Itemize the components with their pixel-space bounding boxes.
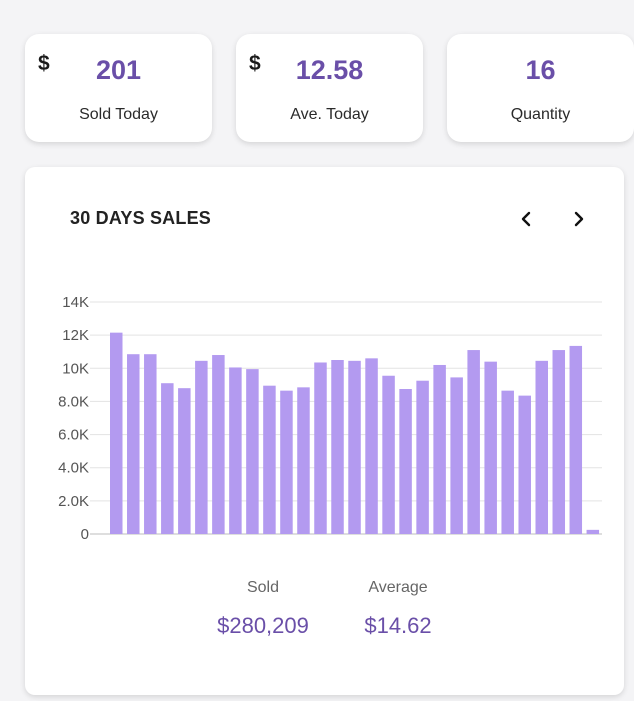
bar[interactable]	[501, 390, 514, 534]
bar[interactable]	[144, 354, 157, 534]
bar[interactable]	[263, 385, 276, 534]
sold-today-label: Sold Today	[79, 106, 158, 123]
dollar-sign-icon: $	[249, 52, 261, 75]
y-tick-label: 2.0K	[58, 493, 89, 510]
bar[interactable]	[399, 389, 412, 534]
bar[interactable]	[450, 377, 463, 534]
sold-value: $280,209	[217, 613, 309, 638]
average-today-value: 12.58	[295, 55, 364, 85]
bar[interactable]	[552, 350, 566, 534]
sold-label: Sold	[246, 579, 280, 596]
quantity-value: 16	[525, 55, 556, 85]
average-today-label: Ave. Today	[290, 106, 369, 123]
chevron-right-icon	[574, 211, 584, 227]
bar[interactable]	[314, 362, 327, 534]
bar[interactable]	[110, 332, 123, 534]
bar[interactable]	[586, 529, 600, 534]
bar[interactable]	[127, 354, 140, 534]
average-summary: Average $14.62	[348, 579, 448, 639]
stat-card-average-today: $ 12.58 Ave. Today	[236, 34, 423, 142]
bar[interactable]	[535, 360, 549, 534]
bar[interactable]	[178, 388, 191, 534]
y-tick-label: 6.0K	[58, 427, 89, 444]
chart-title: 30 DAYS SALES	[70, 208, 211, 228]
bar[interactable]	[569, 345, 583, 534]
bar[interactable]	[161, 383, 174, 534]
bar[interactable]	[518, 395, 531, 534]
sold-today-value: 201	[95, 55, 142, 85]
bar[interactable]	[280, 390, 293, 534]
stat-card-sold-today: $ 201 Sold Today	[25, 34, 212, 142]
quantity-label: Quantity	[510, 106, 571, 123]
bar[interactable]	[195, 360, 208, 534]
previous-period-button[interactable]	[512, 205, 540, 233]
bar[interactable]	[382, 375, 395, 534]
average-label: Average	[368, 579, 428, 596]
chevron-left-icon	[521, 211, 531, 227]
bar[interactable]	[348, 360, 361, 534]
average-value: $14.62	[364, 613, 432, 638]
dollar-sign-icon: $	[38, 52, 50, 75]
bar[interactable]	[246, 369, 259, 534]
sales-bar-chart: 0 2.0K 4.0K 6.0K 8.0K 10K 12K 14K	[58, 294, 602, 543]
bar[interactable]	[331, 360, 344, 534]
bar[interactable]	[484, 361, 497, 534]
bar[interactable]	[212, 355, 225, 534]
bar[interactable]	[297, 387, 310, 534]
sales-chart-card: 30 DAYS SALES 0 2.0K 4.0K 6.0K 8.0K 10K 12K 14K…	[25, 167, 624, 695]
y-tick-label: 14K	[62, 294, 89, 311]
stat-card-quantity: 16 Quantity	[447, 34, 634, 142]
y-tick-label: 4.0K	[58, 460, 89, 477]
y-tick-label: 10K	[62, 360, 89, 377]
sold-summary: Sold $280,209	[213, 579, 313, 639]
bar[interactable]	[467, 350, 480, 534]
bar[interactable]	[416, 380, 429, 534]
next-period-button[interactable]	[565, 205, 593, 233]
y-tick-label: 12K	[62, 327, 89, 344]
bar[interactable]	[365, 358, 378, 534]
y-tick-label: 0	[81, 526, 89, 543]
y-tick-label: 8.0K	[58, 393, 89, 410]
bar[interactable]	[433, 364, 446, 534]
bar[interactable]	[229, 367, 242, 534]
